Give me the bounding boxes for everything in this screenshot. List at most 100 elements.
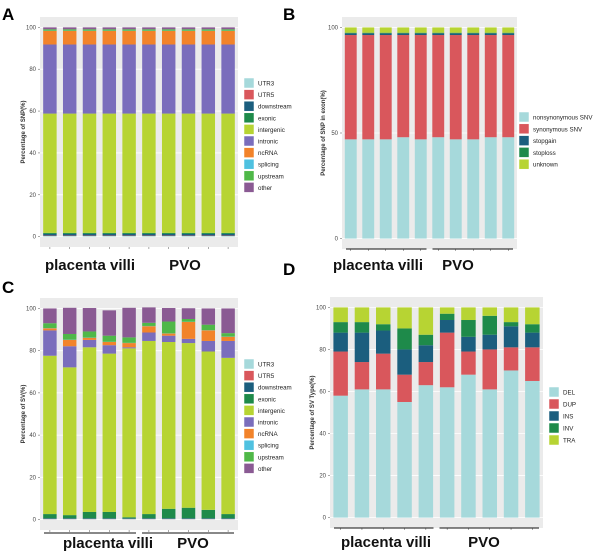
legend-swatch	[518, 135, 530, 146]
bar-segment-other	[142, 307, 156, 323]
bar-segment-ins	[333, 332, 348, 352]
y-tick-label: 80	[29, 349, 36, 355]
panel-d: D 0 20 40 60 80 100 Percentage of SV Type(%) DEL…	[283, 260, 576, 551]
bar-segment-intronic	[221, 44, 235, 114]
panel-letter: C	[2, 278, 14, 297]
panel-b: B 0 50 100 Percentage of SNP in exon(%) nonsy…	[283, 5, 593, 274]
y-tick-label: 0	[33, 518, 37, 524]
stacked-bar	[181, 308, 196, 520]
bar-segment-downstream	[122, 233, 136, 236]
bar-segment-upstream	[122, 29, 136, 31]
bar-segment-exonic	[102, 232, 117, 234]
bar-segment-intronic	[142, 332, 156, 341]
y-axis-label: Percentage of SNP in exon(%)	[321, 90, 327, 176]
stacked-bar	[449, 27, 462, 239]
y-tick-label: 100	[316, 305, 327, 311]
bar-segment-stopgain	[432, 33, 445, 36]
bar-segment-tra	[525, 307, 540, 325]
bar-segment-intergenic	[221, 357, 235, 515]
legend-label: downstream	[258, 104, 292, 111]
stacked-bar	[102, 310, 117, 520]
bar-segment-unknown	[502, 27, 515, 33]
bar-segment-exonic	[62, 515, 77, 519]
panel-a: A 0 20 40 60 80 100 Percentage of SNP(%) UTR3 UTR…	[2, 5, 292, 274]
bar-segment-tra	[376, 307, 391, 325]
bar-segment-ncrna	[181, 30, 196, 45]
bar-segment-upstream	[43, 29, 57, 31]
legend-swatch	[548, 434, 560, 446]
bar-segment-intronic	[82, 44, 97, 114]
bar-segment-stoploss	[502, 32, 515, 34]
legend-swatch	[243, 89, 255, 100]
bar-segment-exonic	[161, 508, 176, 519]
legend-label: DUP	[563, 402, 576, 409]
stacked-bar	[142, 307, 156, 520]
legend-label: upstream	[258, 173, 284, 180]
stacked-bar	[344, 27, 357, 239]
bar-segment-tra	[397, 307, 412, 329]
bar-segment-tra	[503, 307, 519, 323]
bar-segment-upstream	[62, 333, 77, 340]
legend-label: unknown	[533, 162, 558, 169]
bar-segment-intronic	[181, 44, 196, 114]
legend-label: downstream	[258, 385, 292, 392]
bar-segment-exonic	[122, 517, 136, 519]
bar-segment-downstream	[181, 518, 196, 519]
bar-segment-nonsynonymous-snv	[432, 137, 445, 239]
bar-segment-dup	[376, 353, 391, 390]
bar-segment-intergenic	[161, 342, 176, 509]
legend-swatch	[243, 182, 255, 193]
bar-segment-upstream	[122, 337, 136, 343]
bar-segment-other	[221, 308, 235, 334]
legend-label: intronic	[258, 139, 278, 146]
y-tick-label: 20	[29, 193, 36, 199]
bar-segment-upstream	[102, 29, 117, 31]
legend-swatch	[243, 381, 255, 393]
legend-swatch	[243, 170, 255, 182]
y-axis-label: Percentage of SV(%)	[21, 385, 27, 444]
group-label: PVO	[177, 535, 209, 552]
bar-segment-upstream	[62, 29, 77, 31]
bar-segment-del	[333, 395, 348, 518]
stacked-bar	[43, 308, 57, 520]
stacked-bar	[62, 307, 77, 520]
legend-swatch	[243, 416, 255, 428]
legend-swatch	[548, 422, 560, 434]
bar-segment-unknown	[362, 27, 375, 33]
bar-segment-ins	[503, 326, 519, 348]
bar-segment-ncrna	[43, 30, 57, 45]
bar-segment-other	[102, 310, 117, 336]
bar-segment-nonsynonymous-snv	[344, 139, 357, 239]
bar-segment-intronic	[201, 340, 216, 352]
bar-segment-upstream	[142, 29, 156, 31]
bar-segment-exonic	[102, 511, 117, 519]
bar-segment-downstream	[43, 518, 57, 519]
legend-swatch	[243, 428, 255, 439]
bar-segment-ncrna	[181, 321, 196, 339]
bar-segment-exonic	[201, 509, 216, 519]
bar-segment-downstream	[221, 518, 235, 519]
bar-segment-utr3	[201, 236, 216, 237]
bar-segment-tra	[439, 307, 455, 314]
bar-segment-downstream	[142, 518, 156, 519]
bar-segment-ncrna	[122, 30, 136, 45]
bar-segment-unknown	[414, 27, 427, 33]
bar-segment-stopgain	[467, 33, 480, 36]
bar-segment-intergenic	[221, 113, 235, 233]
bar-segment-stoploss	[449, 32, 462, 34]
legend-label: UTR3	[258, 362, 275, 369]
legend-label: other	[258, 466, 272, 473]
bar-segment-exonic	[201, 232, 216, 234]
bar-segment-unknown	[379, 27, 392, 33]
legend-label: splicing	[258, 162, 279, 169]
bar-segment-exonic	[142, 232, 156, 234]
bar-segment-exonic	[142, 514, 156, 519]
panel-letter: A	[2, 5, 14, 24]
bar-segment-downstream	[221, 233, 235, 236]
y-tick-label: 0	[323, 516, 327, 522]
legend-label: ncRNA	[258, 431, 278, 438]
bar-segment-ncrna	[161, 333, 176, 336]
legend-swatch	[243, 112, 255, 124]
group-label: placenta villi	[63, 535, 153, 552]
bar-segment-intronic	[43, 44, 57, 114]
